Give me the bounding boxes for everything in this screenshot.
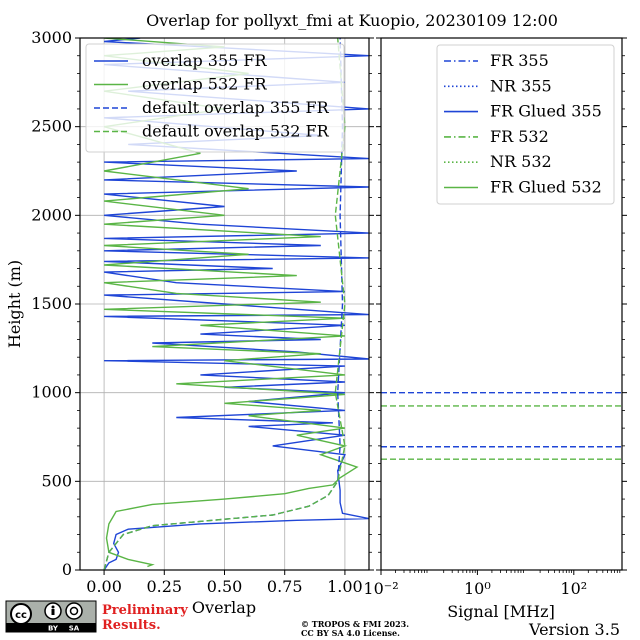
overlap-legend-label: default overlap 532 FR bbox=[142, 122, 330, 141]
cc-icon bbox=[10, 603, 32, 625]
overlap-y-tick-label: 0 bbox=[62, 560, 72, 579]
overlap-x-tick-label: 0.25 bbox=[146, 577, 182, 596]
signal-legend-label: FR Glued 355 bbox=[490, 102, 602, 121]
overlap-x-tick-label: 0.00 bbox=[86, 577, 122, 596]
overlap-y-tick-label: 2000 bbox=[31, 205, 72, 224]
signal-legend-label: FR 532 bbox=[490, 127, 549, 146]
signal-legend-frame bbox=[436, 44, 615, 205]
signal-series bbox=[381, 391, 622, 460]
signal-legend-label: FR 355 bbox=[490, 51, 549, 70]
overlap-xlabel: Overlap bbox=[192, 598, 256, 617]
overlap-x-tick-label: 0.75 bbox=[267, 577, 303, 596]
signal-x-tick-label: 10⁻² bbox=[363, 579, 398, 598]
preliminary-label: Preliminary bbox=[102, 603, 188, 618]
overlap-y-tick-label: 1500 bbox=[31, 294, 72, 313]
sa-icon bbox=[65, 602, 83, 620]
overlap-y-tick-label: 500 bbox=[41, 471, 72, 490]
signal-legend-label: FR Glued 532 bbox=[490, 178, 602, 197]
overlap-legend-label: overlap 532 FR bbox=[142, 75, 268, 94]
by-label: BY bbox=[48, 625, 59, 633]
cc-license-badge: cc BY SA bbox=[5, 600, 97, 633]
overlap-legend: overlap 355 FR overlap 532 FR default over… bbox=[85, 43, 345, 153]
preliminary-label-2: Results. bbox=[102, 618, 161, 633]
overlap-legend-frame bbox=[85, 43, 345, 153]
signal-xlabel: Signal [MHz] bbox=[447, 602, 555, 621]
overlap-panel: 0.00 0.25 0.50 0.75 1.00 0 500 1000 1500 2000 2500… bbox=[5, 28, 374, 617]
overlap-y-tick-label: 2500 bbox=[31, 117, 72, 136]
signal-legend: FR 355 NR 355 FR Glued 355 FR 532 NR 532 FR G… bbox=[436, 44, 615, 205]
overlap-series-line-1 bbox=[103, 38, 359, 568]
chart-title: Overlap for pollyxt_fmi at Kuopio, 20230… bbox=[146, 11, 558, 30]
version-label: Version 3.5 bbox=[528, 620, 620, 639]
signal-x-tick-label: 10⁰ bbox=[464, 579, 491, 598]
overlap-series bbox=[103, 38, 369, 570]
overlap-series-line-3 bbox=[103, 38, 346, 570]
overlap-ticks: 0.00 0.25 0.50 0.75 1.00 0 500 1000 1500 2000 2500… bbox=[31, 28, 374, 596]
overlap-ylabel: Height (m) bbox=[5, 260, 24, 348]
cc-badge-text: cc bbox=[15, 610, 27, 621]
overlap-y-tick-label: 3000 bbox=[31, 28, 72, 47]
overlap-y-tick-label: 1000 bbox=[31, 383, 72, 402]
signal-x-tick-label: 10² bbox=[560, 579, 587, 598]
overlap-legend-label: default overlap 355 FR bbox=[142, 98, 330, 117]
copyright-line-1: © TROPOS & FMI 2023. bbox=[301, 619, 409, 629]
signal-legend-label: NR 355 bbox=[490, 76, 552, 95]
overlap-x-tick-label: 0.50 bbox=[207, 577, 243, 596]
signal-legend-label: NR 532 bbox=[490, 152, 552, 171]
sa-label: SA bbox=[69, 625, 80, 633]
overlap-x-tick-label: 1.00 bbox=[327, 577, 363, 596]
copyright-line-2: CC BY SA 4.0 License. bbox=[301, 628, 400, 638]
signal-ticks: 10⁻² 10⁰ 10² bbox=[363, 37, 627, 598]
overlap-series-line-0 bbox=[103, 38, 369, 570]
overlap-legend-label: overlap 355 FR bbox=[142, 51, 268, 70]
signal-panel: 10⁻² 10⁰ 10² Signal [MHz] FR 355 NR 355 FR G… bbox=[363, 37, 627, 621]
overlap-series-line-2 bbox=[103, 38, 344, 570]
